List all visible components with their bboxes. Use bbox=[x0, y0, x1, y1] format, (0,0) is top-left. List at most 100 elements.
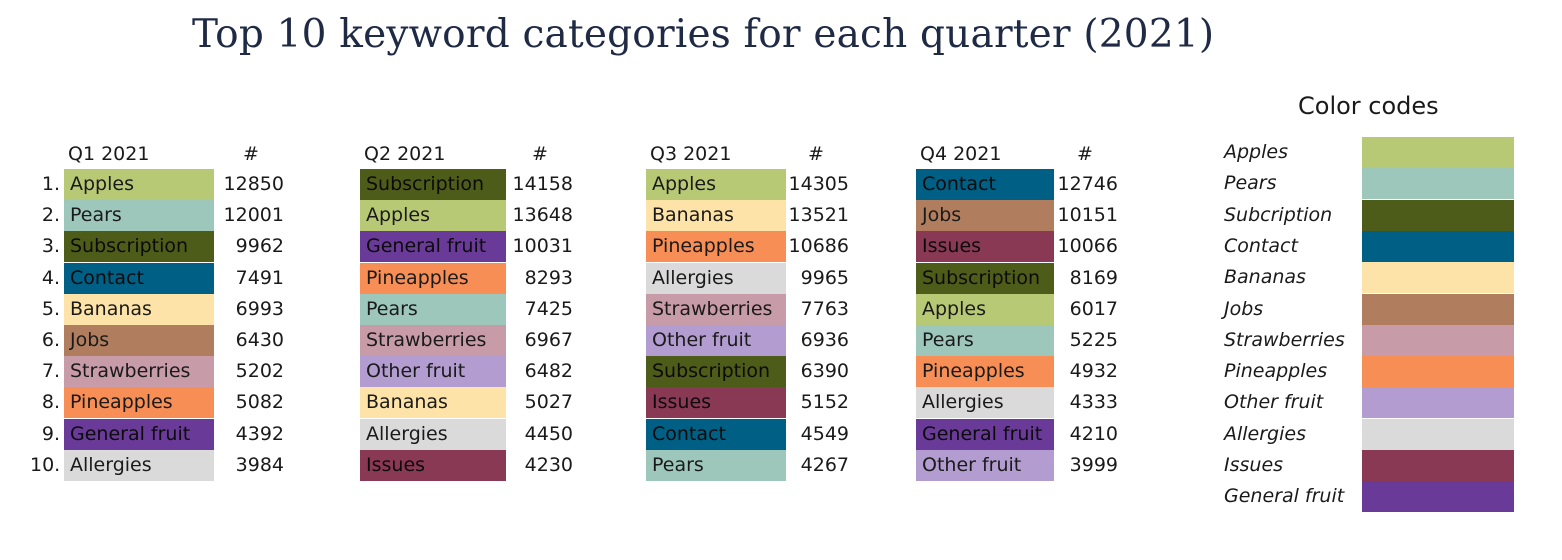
legend-label: Allergies bbox=[1224, 422, 1306, 445]
legend-swatch-bananas bbox=[1362, 262, 1514, 294]
count-value: 6017 bbox=[1069, 297, 1118, 320]
rank-number: 2. bbox=[41, 204, 60, 227]
chart-title: Top 10 keyword categories for each quart… bbox=[192, 12, 1215, 57]
quarter-header: Q4 2021 bbox=[920, 143, 1002, 165]
count-value: 5152 bbox=[800, 391, 849, 414]
count-value: 4450 bbox=[524, 422, 573, 445]
category-cell-contact: Contact bbox=[64, 262, 214, 294]
category-cell-pears: Pears bbox=[64, 200, 214, 232]
legend-label: Apples bbox=[1224, 141, 1288, 163]
rank-number: 7. bbox=[41, 360, 60, 383]
count-value: 6993 bbox=[235, 297, 284, 320]
category-cell-strawberries: Strawberries bbox=[360, 325, 506, 356]
quarter-header: Q1 2021 bbox=[68, 143, 150, 165]
category-cell-apples: Apples bbox=[916, 293, 1054, 325]
legend-label: Other fruit bbox=[1224, 391, 1324, 414]
count-value: 10031 bbox=[512, 235, 573, 258]
count-value: 12850 bbox=[223, 173, 284, 195]
legend-swatch-pineapples bbox=[1362, 356, 1514, 388]
category-cell-pears: Pears bbox=[360, 293, 506, 325]
count-value: 4549 bbox=[800, 422, 849, 445]
count-value: 9962 bbox=[235, 235, 284, 258]
count-value: 4210 bbox=[1069, 422, 1118, 445]
category-cell-subscription: Subscription bbox=[64, 231, 214, 263]
count-value: 4230 bbox=[524, 453, 573, 476]
rank-number: 10. bbox=[30, 453, 61, 476]
category-cell-contact: Contact bbox=[916, 169, 1054, 200]
category-cell-subscription: Subscription bbox=[360, 169, 506, 200]
legend-title: Color codes bbox=[1298, 92, 1439, 120]
legend-label: Contact bbox=[1224, 234, 1298, 257]
count-header: # bbox=[532, 143, 548, 165]
category-cell-bananas: Bananas bbox=[360, 387, 506, 419]
category-cell-allergies: Allergies bbox=[646, 262, 786, 294]
count-value: 12001 bbox=[223, 204, 284, 227]
category-cell-issues: Issues bbox=[916, 231, 1054, 263]
category-cell-allergies: Allergies bbox=[64, 449, 214, 481]
legend-label: General fruit bbox=[1224, 485, 1345, 508]
category-cell-apples: Apples bbox=[360, 200, 506, 232]
count-value: 4267 bbox=[800, 453, 849, 476]
category-cell-subscription: Subscription bbox=[646, 356, 786, 388]
count-value: 4333 bbox=[1069, 391, 1118, 414]
quarter-header: Q3 2021 bbox=[650, 143, 732, 165]
count-value: 3984 bbox=[235, 453, 284, 476]
category-cell-general-fruit: General fruit bbox=[360, 231, 506, 263]
legend-swatch-contact bbox=[1362, 230, 1514, 262]
quarter-header: Q2 2021 bbox=[364, 143, 446, 165]
count-value: 6430 bbox=[235, 329, 284, 351]
legend-swatch-strawberries bbox=[1362, 324, 1514, 356]
rank-number: 1. bbox=[41, 173, 60, 195]
category-cell-pears: Pears bbox=[916, 325, 1054, 356]
category-cell-issues: Issues bbox=[360, 449, 506, 481]
count-header: # bbox=[808, 143, 824, 165]
count-value: 10151 bbox=[1057, 204, 1118, 227]
count-value: 7763 bbox=[800, 297, 849, 320]
count-value: 5225 bbox=[1069, 329, 1118, 351]
count-value: 7425 bbox=[524, 297, 573, 320]
category-cell-pineapples: Pineapples bbox=[646, 231, 786, 263]
legend-label: Issues bbox=[1224, 454, 1284, 476]
category-cell-strawberries: Strawberries bbox=[64, 356, 214, 388]
count-value: 6482 bbox=[524, 360, 573, 383]
category-cell-general-fruit: General fruit bbox=[64, 418, 214, 450]
count-value: 10686 bbox=[788, 235, 849, 258]
category-cell-jobs: Jobs bbox=[64, 325, 214, 356]
count-value: 8293 bbox=[524, 266, 573, 289]
category-cell-apples: Apples bbox=[64, 169, 214, 200]
rank-number: 9. bbox=[41, 422, 60, 445]
legend-swatch-allergies bbox=[1362, 418, 1514, 450]
rank-number: 5. bbox=[41, 297, 60, 320]
category-cell-allergies: Allergies bbox=[916, 387, 1054, 419]
category-cell-pineapples: Pineapples bbox=[916, 356, 1054, 388]
count-header: # bbox=[1077, 143, 1093, 165]
legend-label: Pineapples bbox=[1224, 360, 1328, 383]
category-cell-other-fruit: Other fruit bbox=[646, 325, 786, 356]
legend-label: Pears bbox=[1224, 172, 1277, 195]
count-value: 4932 bbox=[1069, 360, 1118, 383]
category-cell-other-fruit: Other fruit bbox=[360, 356, 506, 388]
category-cell-pears: Pears bbox=[646, 449, 786, 481]
legend-label: Strawberries bbox=[1224, 328, 1345, 351]
count-value: 10066 bbox=[1057, 235, 1118, 258]
count-value: 6936 bbox=[800, 329, 849, 351]
rank-number: 3. bbox=[41, 235, 60, 258]
rank-number: 4. bbox=[41, 266, 60, 289]
count-value: 6390 bbox=[800, 360, 849, 383]
category-cell-issues: Issues bbox=[646, 387, 786, 419]
count-value: 13521 bbox=[788, 204, 849, 227]
legend-swatch-general-fruit bbox=[1362, 481, 1514, 513]
legend-label: Subcription bbox=[1224, 203, 1333, 226]
count-value: 5082 bbox=[235, 391, 284, 414]
legend-label: Jobs bbox=[1224, 297, 1264, 320]
category-cell-bananas: Bananas bbox=[646, 200, 786, 232]
legend-label: Bananas bbox=[1224, 266, 1306, 289]
category-cell-general-fruit: General fruit bbox=[916, 418, 1054, 450]
category-cell-strawberries: Strawberries bbox=[646, 293, 786, 325]
legend-swatch-issues bbox=[1362, 450, 1514, 481]
category-cell-jobs: Jobs bbox=[916, 200, 1054, 232]
legend-swatch-pears bbox=[1362, 168, 1514, 200]
count-header: # bbox=[243, 143, 259, 165]
category-cell-allergies: Allergies bbox=[360, 418, 506, 450]
category-cell-other-fruit: Other fruit bbox=[916, 449, 1054, 481]
